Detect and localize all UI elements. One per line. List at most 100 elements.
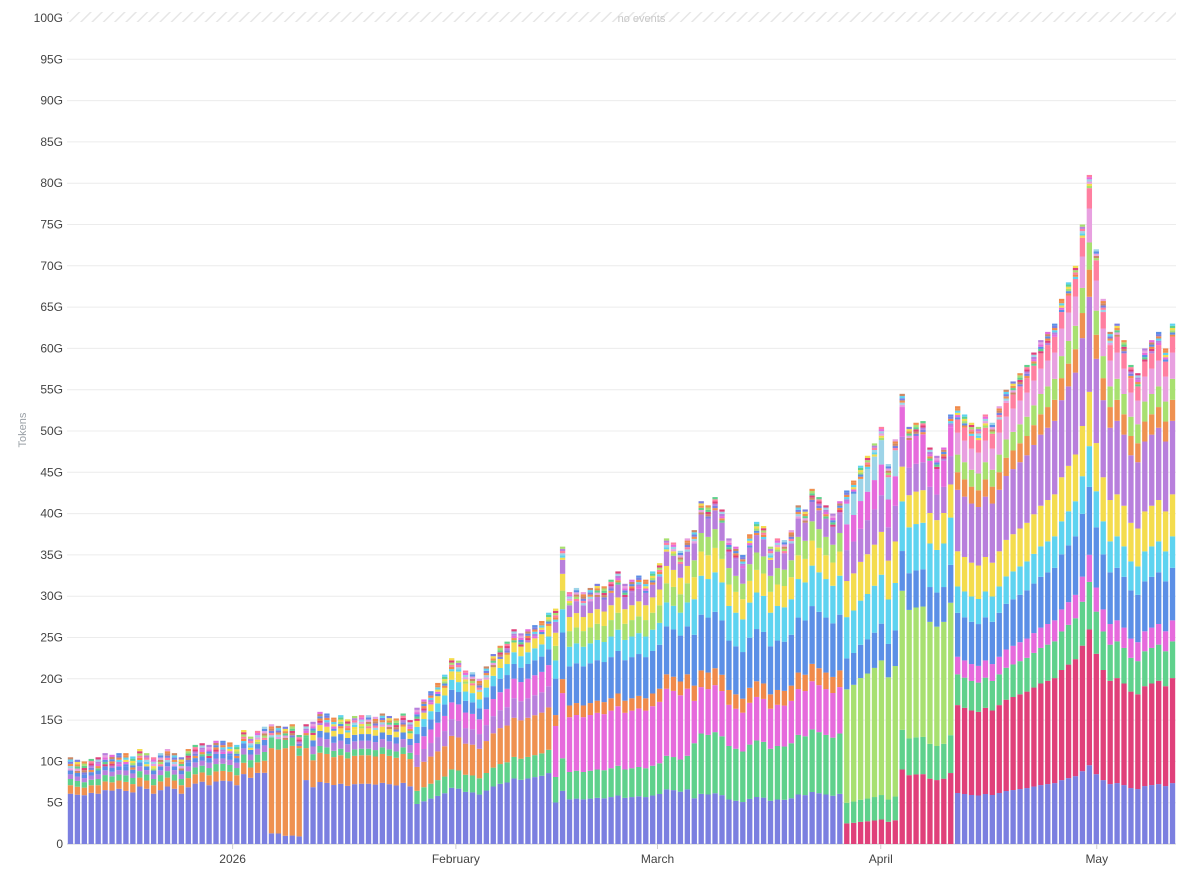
- bar-segment: [1149, 393, 1155, 415]
- bar-segment: [81, 774, 87, 779]
- bar-segment: [254, 733, 261, 736]
- stacked-bar: [955, 406, 961, 844]
- bar-segment: [1017, 566, 1023, 595]
- bar-segment: [428, 702, 434, 705]
- bar-segment: [511, 652, 517, 664]
- bar-segment: [414, 716, 420, 719]
- bar-segment: [171, 761, 178, 765]
- bar-segment: [1024, 788, 1030, 844]
- stacked-bar: [109, 754, 115, 844]
- bar-segment: [532, 695, 538, 716]
- bar-segment: [1065, 624, 1072, 665]
- bar-segment: [913, 431, 919, 434]
- bar-segment: [1162, 441, 1169, 512]
- bar-segment: [989, 469, 995, 487]
- bar-segment: [587, 798, 593, 844]
- bar-segment: [823, 794, 829, 844]
- bar-segment: [393, 722, 399, 726]
- stacked-bar: [421, 699, 427, 844]
- bar-segment: [428, 798, 434, 844]
- bar-segment: [816, 611, 822, 669]
- bar-segment: [982, 660, 989, 678]
- bar-segment: [102, 766, 108, 771]
- bar-segment: [268, 724, 275, 727]
- bar-segment: [1031, 380, 1037, 406]
- bar-segment: [968, 429, 975, 432]
- bar-segment: [1169, 641, 1176, 679]
- bar-segment: [1114, 332, 1120, 335]
- bar-segment: [199, 752, 205, 755]
- bar-segment: [296, 745, 302, 749]
- bar-segment: [365, 717, 372, 720]
- bar-segment: [712, 501, 718, 504]
- bar-segment: [816, 508, 822, 511]
- bar-segment: [1052, 567, 1058, 621]
- bar-segment: [1149, 346, 1155, 349]
- bar-segment: [573, 594, 580, 597]
- bar-segment: [414, 790, 420, 804]
- bar-segment: [656, 701, 663, 764]
- bar-segment: [968, 664, 975, 681]
- bar-segment: [899, 769, 905, 844]
- bar-segment: [442, 715, 448, 732]
- bar-segment: [1086, 765, 1093, 844]
- bar-segment: [469, 702, 476, 714]
- bar-segment: [261, 728, 268, 732]
- bar-segment: [164, 755, 171, 758]
- bar-segment: [372, 730, 379, 736]
- bar-segment: [636, 654, 642, 696]
- bar-segment: [1031, 583, 1037, 634]
- bar-segment: [837, 687, 843, 734]
- bar-segment: [802, 513, 808, 517]
- bar-segment: [95, 793, 101, 844]
- bar-segment: [365, 715, 372, 718]
- bar-segment: [788, 538, 794, 542]
- stacked-bar: [656, 563, 663, 844]
- bar-segment: [851, 573, 857, 611]
- bar-segment: [719, 513, 725, 517]
- bar-segment: [650, 597, 656, 613]
- bar-segment: [650, 693, 656, 707]
- bar-segment: [296, 741, 302, 744]
- bar-segment: [1107, 338, 1113, 341]
- bar-segment: [462, 700, 469, 713]
- bar-segment: [372, 735, 379, 743]
- stacked-bar: [241, 730, 247, 844]
- bar-segment: [435, 682, 441, 686]
- bar-segment: [705, 794, 711, 844]
- bar-segment: [892, 448, 898, 451]
- bar-segment: [726, 540, 732, 543]
- bar-segment: [469, 678, 476, 682]
- stacked-bar: [726, 538, 732, 844]
- bar-segment: [747, 538, 753, 541]
- bar-segment: [1038, 414, 1044, 435]
- bar-segment: [1093, 527, 1099, 588]
- bar-segment: [892, 443, 898, 446]
- bar-segment: [1045, 572, 1051, 624]
- bar-segment: [449, 669, 455, 672]
- bar-segment: [809, 488, 815, 492]
- bar-segment: [622, 597, 628, 610]
- bar-segment: [747, 687, 753, 703]
- bar-segment: [643, 584, 649, 587]
- bar-segment: [996, 551, 1002, 587]
- bar-segment: [428, 700, 434, 703]
- bar-segment: [719, 582, 725, 621]
- stacked-bar: [1107, 331, 1113, 844]
- bar-segment: [636, 579, 642, 583]
- bar-segment: [691, 536, 697, 539]
- bar-segment: [1003, 398, 1009, 401]
- bar-segment: [629, 620, 635, 637]
- bar-segment: [622, 609, 628, 624]
- bar-segment: [1045, 407, 1051, 428]
- bar-segment: [310, 726, 316, 729]
- bar-segment: [483, 709, 490, 726]
- bar-segment: [851, 482, 857, 485]
- bar-segment: [275, 732, 282, 735]
- y-tick-label: 25G: [40, 631, 63, 645]
- bar-segment: [1107, 336, 1113, 339]
- bar-segment: [289, 728, 295, 731]
- bar-segment: [1162, 355, 1169, 358]
- bar-segment: [587, 715, 593, 771]
- bar-segment: [268, 735, 275, 738]
